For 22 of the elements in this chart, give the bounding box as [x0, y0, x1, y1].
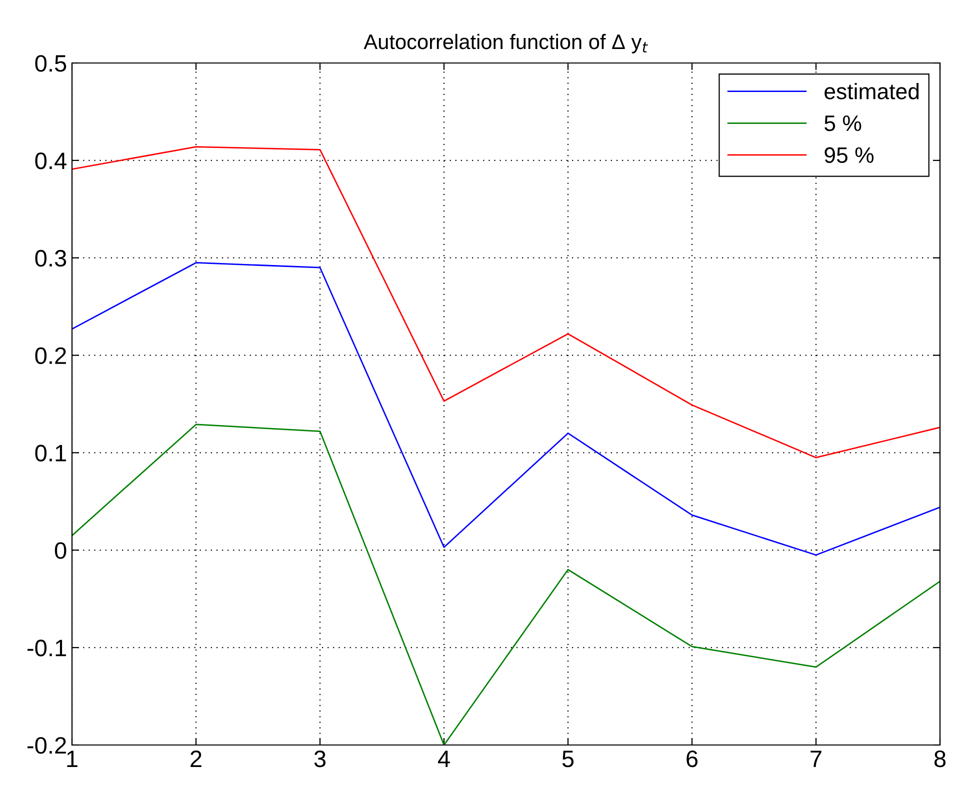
x-tick-label: 7 — [810, 750, 822, 767]
x-tick-label: 4 — [438, 750, 450, 767]
y-tick-label: 0.4 — [35, 152, 66, 170]
y-tick-label: -0.2 — [28, 737, 66, 754]
chart-title: Autocorrelation function of Δ y$_{t}$ — [364, 34, 648, 54]
x-tick-label: 8 — [934, 750, 946, 768]
x-tick-label: 2 — [190, 750, 202, 767]
line-series — [72, 262, 940, 556]
x-tick-label: 3 — [314, 750, 326, 768]
x-tick-label: 1 — [67, 750, 78, 767]
y-tick-label: 0.2 — [35, 347, 66, 364]
legend-label: 95 % — [824, 147, 874, 163]
y-tick-label: 0.5 — [35, 55, 66, 72]
legend-label: estimated — [824, 83, 919, 100]
y-tick-label: -0.1 — [28, 640, 66, 656]
legend-label: 5 % — [824, 116, 862, 132]
y-tick-label: 0.1 — [35, 444, 66, 462]
y-tick-label: 0.3 — [35, 250, 66, 267]
line-series — [72, 146, 940, 458]
x-tick-label: 5 — [562, 750, 574, 768]
x-tick-label: 6 — [686, 750, 698, 768]
y-tick-label: 0 — [54, 542, 66, 559]
